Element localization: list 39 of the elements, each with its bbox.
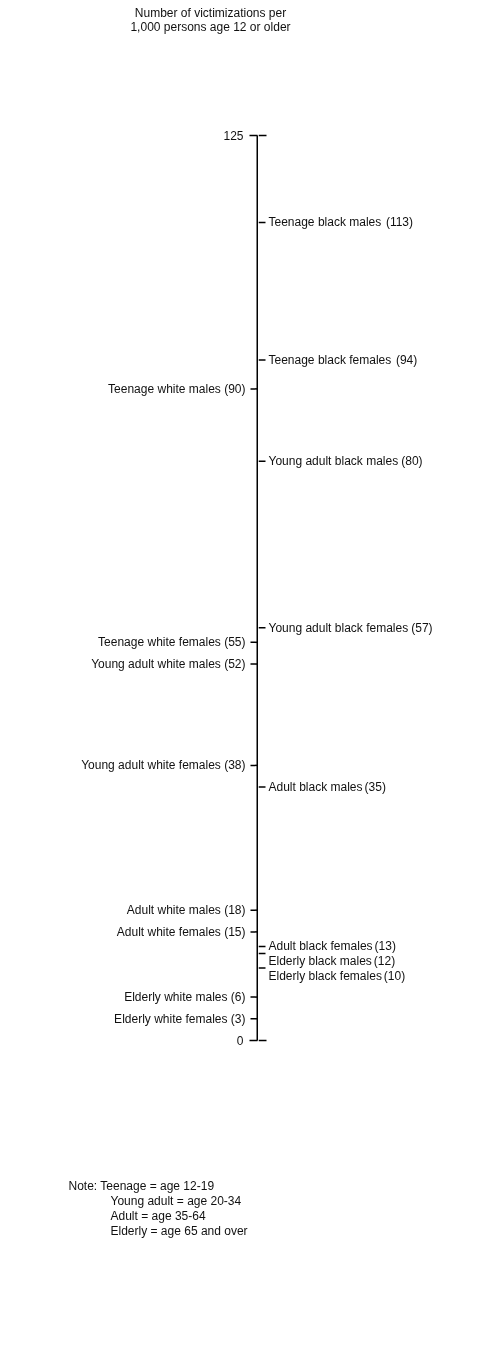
data-label: (10)	[383, 969, 406, 984]
data-label: (3)	[230, 1011, 246, 1026]
category-label: Teenage black males	[268, 215, 382, 230]
text: Elderly = age 65 and over	[110, 1223, 248, 1238]
data-label: (55)	[224, 635, 246, 650]
data-label: (94)	[395, 352, 418, 367]
data-label: (80)	[401, 454, 423, 469]
category-label: Teenage white females	[98, 635, 221, 650]
data-label: (35)	[364, 780, 386, 795]
category-label: Young adult black males	[268, 454, 399, 469]
data-label: (6)	[230, 990, 246, 1005]
data-label: (12)	[373, 954, 396, 969]
category-label: Adult white males	[126, 903, 221, 918]
text: Number of victimizations per 1,000 persons age 12 or older	[130, 5, 291, 34]
data-label: (38)	[224, 758, 246, 773]
data-label: (13)	[374, 939, 396, 954]
category-label: Adult white females	[116, 924, 221, 939]
category-label: Teenage white males	[108, 381, 221, 396]
category-label: Elderly white males	[124, 990, 228, 1005]
text: 0	[236, 1034, 244, 1048]
text: Adult = age 35-64	[110, 1208, 206, 1223]
category-label: Elderly black females	[268, 969, 382, 984]
category-label: Young adult white males	[91, 657, 221, 672]
data-label: (90)	[224, 381, 246, 396]
category-label: Elderly black males	[268, 954, 372, 969]
category-label: Elderly white females	[114, 1011, 228, 1026]
data-label: (15)	[224, 924, 246, 939]
data-label: (113)	[385, 215, 414, 230]
text: Young adult = age 20-34	[110, 1193, 242, 1208]
text: Note: Teenage = age 12-19	[68, 1178, 215, 1193]
category-label: Adult black females	[268, 939, 373, 954]
category-label: Young adult black females	[268, 620, 409, 635]
category-label: Adult black males	[268, 780, 363, 795]
data-label: (18)	[224, 903, 246, 918]
category-label: Teenage black females	[268, 352, 392, 367]
text: 125	[223, 129, 244, 143]
category-label: Young adult white females	[81, 758, 221, 773]
data-label: (57)	[411, 620, 433, 635]
data-label: (52)	[224, 657, 246, 672]
